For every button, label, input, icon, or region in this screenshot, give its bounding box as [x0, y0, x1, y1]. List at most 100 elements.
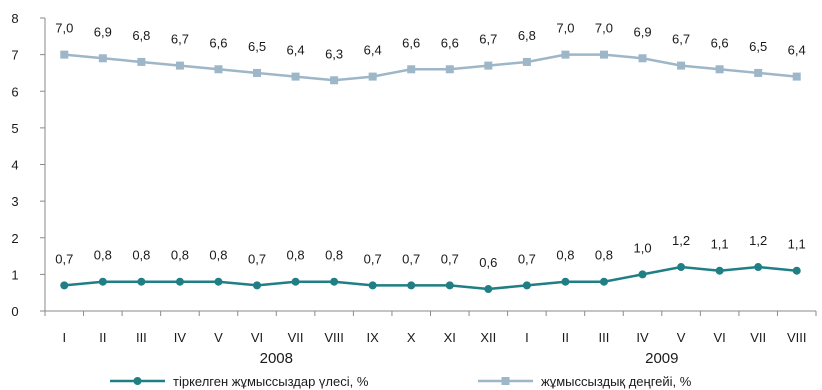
data-point [638, 270, 647, 279]
data-point [445, 65, 454, 74]
data-point [60, 50, 69, 59]
data-point [754, 263, 763, 272]
series-registered-unemployed: 0,7 0,8 0,8 0,8 0,8 0,7 0,8 0,8 0,7 0,7 0,7 0,6 0,7 0… [55, 233, 806, 294]
data-point [175, 61, 184, 70]
data-point [599, 50, 608, 59]
y-tick-label: 2 [11, 231, 18, 246]
data-point [368, 281, 377, 290]
data-label: 6,4 [364, 43, 382, 58]
series-group: 0,7 0,8 0,8 0,8 0,8 0,7 0,8 0,8 0,7 0,7 0,7 0,6 0,7 0… [55, 21, 806, 294]
y-tick-label: 5 [11, 121, 18, 136]
data-point [137, 277, 146, 286]
data-label: 6,7 [479, 32, 497, 47]
data-point [638, 54, 647, 63]
data-label: 1,1 [788, 237, 806, 252]
legend-item: тіркелген жұмыссыздар үлесі, % [110, 374, 369, 389]
data-point [98, 277, 107, 286]
year-labels: 2008 2009 [260, 350, 679, 367]
data-label: 0,7 [364, 251, 382, 266]
data-point [330, 277, 339, 286]
series-line [64, 53, 797, 82]
data-point [98, 54, 107, 63]
x-axis-ticks: I II III IV V VI VII VIII IX X XI XII I II III IV V VI VII… [44, 311, 817, 345]
data-label: 6,5 [248, 39, 266, 54]
data-label: 7,0 [556, 21, 574, 36]
x-tick-label: IV [636, 330, 649, 345]
data-label: 6,9 [94, 24, 112, 39]
data-point [484, 61, 493, 70]
data-label: 6,5 [749, 39, 767, 54]
x-tick-label: IV [174, 330, 187, 345]
y-tick-label: 7 [11, 48, 18, 63]
data-point [253, 68, 262, 77]
y-axis-ticks: 0 1 2 3 4 5 6 7 8 [11, 11, 45, 319]
data-label: 0,8 [287, 248, 305, 263]
y-tick-label: 4 [11, 158, 18, 173]
y-tick-label: 3 [11, 194, 18, 209]
data-point [291, 72, 300, 81]
data-point [677, 61, 686, 70]
x-tick-label: II [562, 330, 569, 345]
data-point [214, 277, 223, 286]
data-point [291, 277, 300, 286]
data-point [60, 281, 69, 290]
data-label: 7,0 [595, 21, 613, 36]
series-line [64, 265, 797, 291]
x-tick-label: VI [251, 330, 263, 345]
data-label: 0,8 [209, 248, 227, 263]
data-label: 6,7 [672, 32, 690, 47]
series-unemployment-rate: 7,0 6,9 6,8 6,7 6,6 6,5 6,4 6,3 6,4 6,6 6,6 6,7 6,8 7… [55, 21, 806, 85]
data-label: 1,2 [672, 233, 690, 248]
data-point [368, 72, 377, 81]
data-label: 6,7 [171, 32, 189, 47]
y-tick-label: 8 [11, 11, 18, 26]
data-point [330, 76, 339, 85]
y-tick-label: 1 [11, 267, 18, 282]
data-label: 0,7 [402, 251, 420, 266]
data-label: 6,6 [711, 35, 729, 50]
x-tick-label: X [407, 330, 416, 345]
legend-marker [501, 377, 510, 385]
legend-item: жұмыссыздық деңгейі, % [478, 374, 692, 389]
data-label: 6,3 [325, 46, 343, 61]
data-label: 0,8 [94, 248, 112, 263]
x-tick-label: VII [288, 330, 304, 345]
x-tick-label: VIII [324, 330, 344, 345]
x-tick-label: V [677, 330, 686, 345]
data-point [407, 281, 416, 290]
year-label: 2009 [645, 350, 678, 367]
data-label: 0,8 [556, 248, 574, 263]
data-point [561, 277, 570, 286]
data-label: 6,6 [402, 35, 420, 50]
y-tick-label: 0 [11, 304, 18, 319]
data-point [561, 50, 570, 59]
data-point [445, 281, 454, 290]
x-tick-label: XII [480, 330, 496, 345]
legend-label: тіркелген жұмыссыздар үлесі, % [173, 374, 369, 389]
y-tick-label: 6 [11, 84, 18, 99]
x-tick-label: IX [367, 330, 380, 345]
data-label: 0,8 [325, 248, 343, 263]
data-point [407, 65, 416, 74]
x-tick-label: VIII [787, 330, 807, 345]
data-point [484, 285, 493, 294]
data-label: 0,7 [55, 251, 73, 266]
x-tick-label: III [599, 330, 610, 345]
data-point [677, 263, 686, 272]
x-tick-label: I [525, 330, 529, 345]
legend: тіркелген жұмыссыздар үлесі, % жұмыссызды… [110, 374, 692, 389]
data-label: 1,0 [633, 240, 651, 255]
data-label: 6,6 [209, 35, 227, 50]
data-label: 6,6 [441, 35, 459, 50]
data-label: 6,9 [633, 24, 651, 39]
data-label: 0,6 [479, 255, 497, 270]
data-label: 6,8 [518, 28, 536, 43]
data-label: 1,1 [711, 237, 729, 252]
data-label: 0,8 [171, 248, 189, 263]
data-point [754, 68, 763, 77]
x-tick-label: I [62, 330, 66, 345]
x-tick-label: XI [444, 330, 456, 345]
data-point [137, 57, 146, 66]
data-label: 0,8 [132, 248, 150, 263]
